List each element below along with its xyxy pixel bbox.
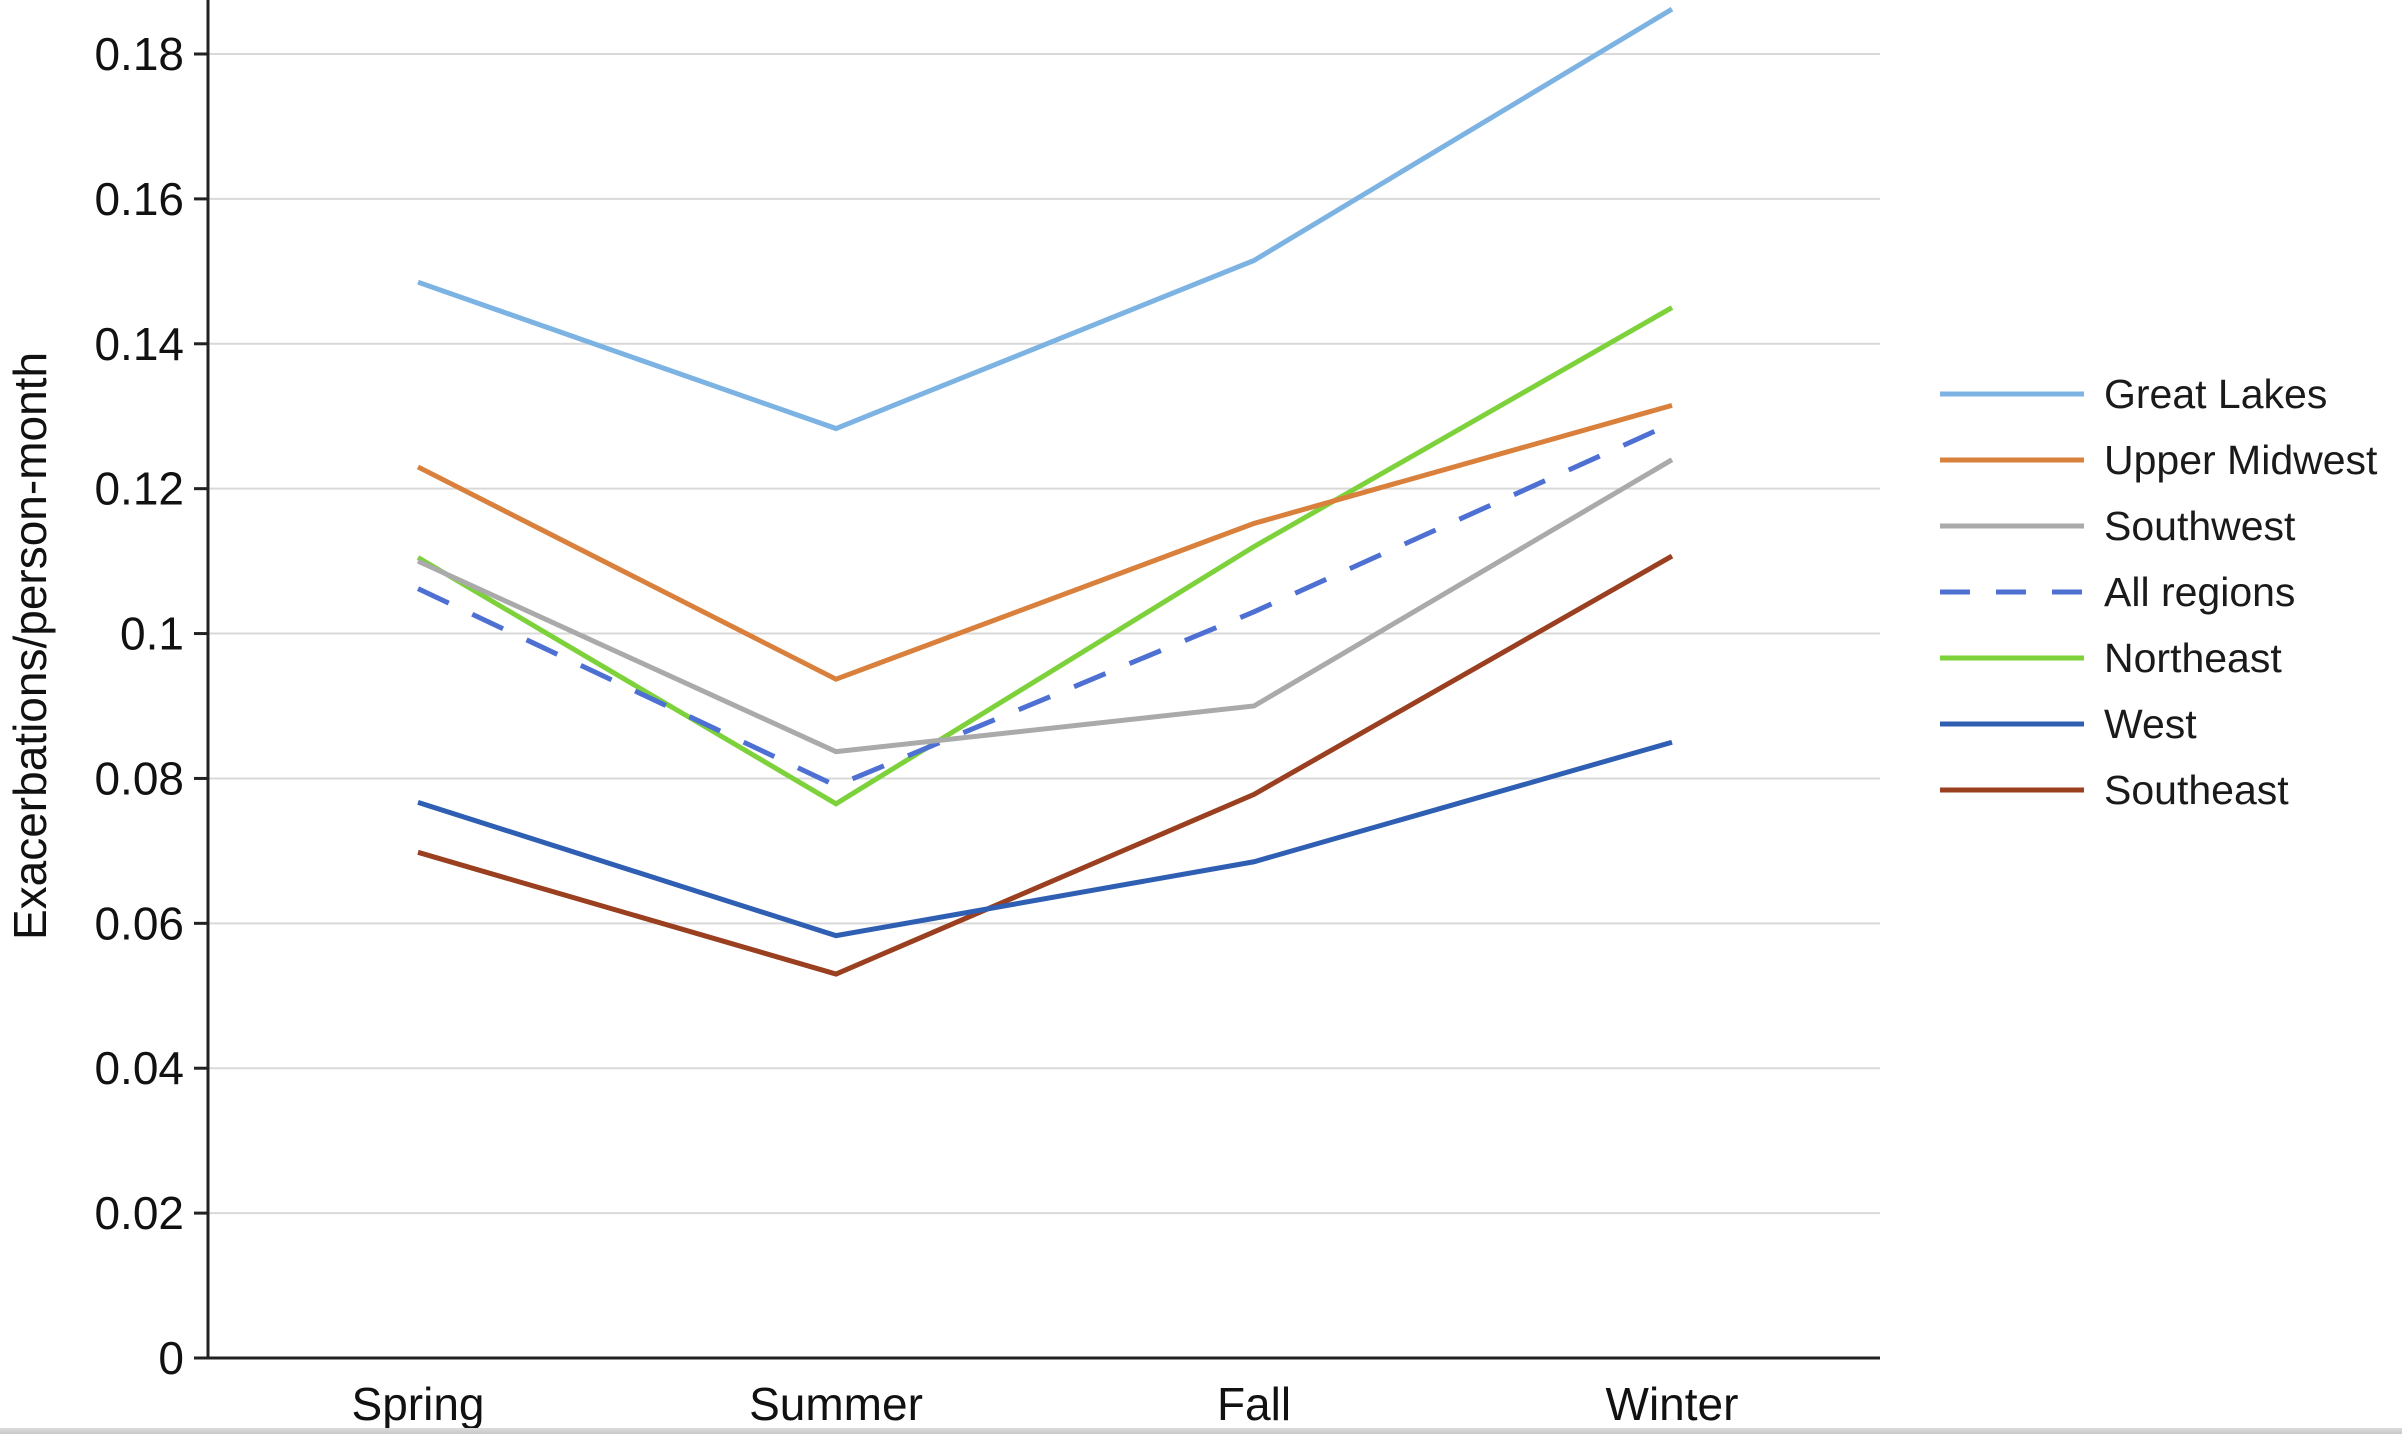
x-tick-label: Fall [1217,1378,1291,1430]
legend-label-southwest: Southwest [2104,503,2296,549]
series-line-great-lakes [417,6,1674,432]
y-axis-title: Exacerbations/person-month [4,352,56,940]
series-line-southwest [416,457,1674,755]
gridlines [208,53,1880,1215]
axes [206,0,1880,1360]
y-tick-label: 0.02 [94,1187,184,1239]
x-tick-label: Summer [749,1378,923,1430]
y-tick-label: 0.18 [94,28,184,80]
y-tick-label: 0.08 [94,752,184,804]
x-tick-label: Spring [352,1378,485,1430]
y-tick-label: 0.12 [94,463,184,515]
x-tick-label: Winter [1606,1378,1739,1430]
y-axis-tick-labels: 0 0.02 0.04 0.06 0.08 0.1 0.12 0.14 0.16 0.18 [94,28,208,1384]
legend-label-upper-midwest: Upper Midwest [2104,437,2378,483]
series-line-all-regions [416,421,1674,789]
legend-label-southeast: Southeast [2104,767,2289,813]
legend-label-northeast: Northeast [2104,635,2282,681]
series-line-west [417,739,1673,939]
y-tick-label: 0.04 [94,1042,184,1094]
legend-label-all-regions: All regions [2104,569,2295,615]
y-tick-label: 0 [158,1332,184,1384]
legend: Great Lakes Upper Midwest Southwest All reg… [1940,371,2378,813]
y-tick-label: 0.14 [94,318,184,370]
y-tick-label: 0.1 [120,608,184,660]
series-lines [416,6,1674,977]
legend-label-great-lakes: Great Lakes [2104,371,2327,417]
x-axis-tick-labels: Spring Summer Fall Winter [352,1378,1739,1430]
series-line-northeast [416,305,1674,807]
y-tick-label: 0.06 [94,897,184,949]
y-tick-label: 0.16 [94,173,184,225]
legend-label-west: West [2104,701,2197,747]
window-bottom-edge [0,1428,2402,1434]
series-line-upper-midwest [416,402,1673,682]
series-line-southeast [417,553,1674,977]
